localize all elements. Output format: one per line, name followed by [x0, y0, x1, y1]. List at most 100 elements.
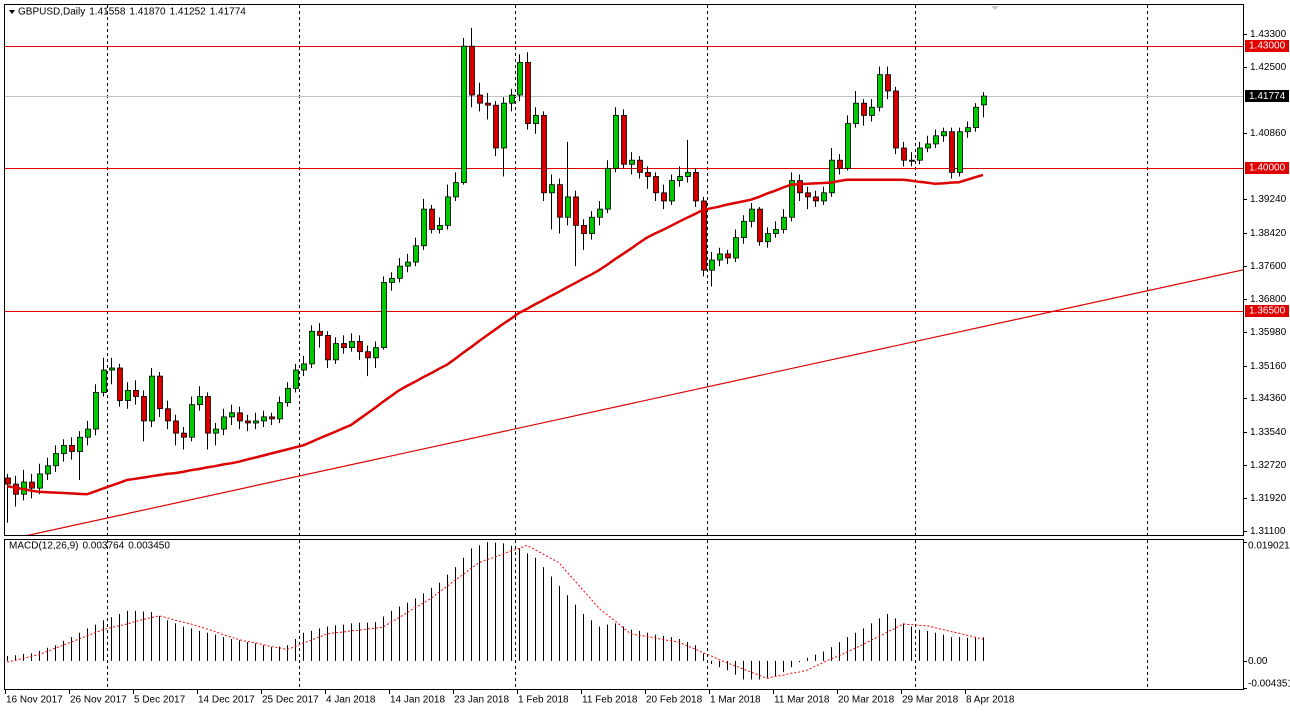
candle-body: [941, 131, 947, 137]
candle-body: [749, 208, 755, 222]
candle-body: [285, 387, 291, 404]
candle-body: [981, 95, 987, 106]
candle-body: [221, 416, 227, 430]
candle-body: [677, 176, 683, 181]
candle-body: [213, 428, 219, 434]
candle-body: [141, 396, 147, 422]
y-tick-label: 1.39240: [1250, 194, 1287, 205]
y-tick-label: 1.35980: [1250, 327, 1287, 338]
x-tick-label: 5 Dec 2017: [134, 695, 186, 706]
candle-body: [245, 420, 251, 424]
macd-y-tick-label: -0.004351: [1248, 679, 1290, 690]
macd-header: 0.003450: [128, 541, 170, 552]
candle-body: [429, 208, 435, 230]
x-tick-label: 20 Feb 2018: [646, 695, 703, 706]
level-label: 1.36500: [1249, 306, 1286, 317]
candle-body: [757, 208, 763, 243]
x-tick-label: 1 Mar 2018: [710, 695, 761, 706]
y-tick-label: 1.33540: [1250, 427, 1287, 438]
candle-body: [165, 408, 171, 422]
candle-body: [549, 184, 555, 194]
candle-body: [557, 184, 563, 218]
candle-body: [381, 282, 387, 349]
candle-body: [957, 131, 963, 173]
candle-body: [125, 389, 131, 401]
candle-body: [157, 375, 163, 410]
candle-body: [901, 147, 907, 161]
candle-body: [581, 224, 587, 234]
main-panel-frame: [4, 4, 1244, 536]
x-tick-label: 11 Mar 2018: [774, 695, 830, 706]
candle-body: [909, 159, 915, 162]
shift-marker[interactable]: [991, 6, 999, 10]
candle-body: [877, 74, 883, 108]
price-label: 1.41774: [1249, 91, 1286, 102]
candle-body: [357, 341, 363, 353]
candle-body: [149, 375, 155, 422]
candle-body: [813, 196, 819, 202]
candle-body: [933, 135, 939, 145]
price-label-box: [1245, 90, 1289, 102]
candle-body: [893, 90, 899, 149]
x-tick-label: 25 Dec 2017: [262, 695, 319, 706]
candle-body: [173, 420, 179, 434]
candle-body: [661, 192, 667, 202]
candle-body: [69, 444, 75, 452]
x-tick-label: 16 Nov 2017: [6, 695, 63, 706]
candle-body: [885, 74, 891, 92]
moving-average: [6, 173, 984, 496]
candle-body: [373, 347, 379, 359]
chart-header: 1.41774: [210, 7, 247, 18]
macd-y-tick-label: 0.019021: [1248, 541, 1290, 552]
candle-body: [261, 416, 267, 422]
macd-y-tick-label: 0.00: [1248, 656, 1268, 667]
candle-body: [605, 167, 611, 210]
y-tick-label: 1.34360: [1250, 393, 1287, 404]
candle-body: [973, 106, 979, 129]
candle-body: [309, 330, 315, 365]
candle-body: [805, 192, 811, 198]
candle-body: [717, 253, 723, 261]
candle-body: [301, 363, 307, 371]
candle-body: [229, 412, 235, 418]
x-tick-label: 26 Nov 2017: [70, 695, 127, 706]
symbol-menu-arrow[interactable]: [9, 10, 15, 14]
candle-body: [829, 159, 835, 194]
candle-body: [109, 367, 115, 371]
candle-body: [253, 420, 259, 424]
x-tick-label: 1 Feb 2018: [518, 695, 569, 706]
candle-body: [629, 159, 635, 165]
y-tick-label: 1.31920: [1250, 493, 1287, 504]
candle-body: [205, 396, 211, 434]
y-tick-label: 1.36800: [1250, 294, 1287, 305]
candle-body: [397, 265, 403, 279]
chart-header: GBPUSD,Daily: [18, 7, 85, 18]
candle-body: [821, 192, 827, 202]
chart-header: 1.41558: [89, 7, 126, 18]
candle-body: [237, 412, 243, 422]
candle-body: [773, 229, 779, 234]
candle-body: [413, 245, 419, 263]
chart-header: 1.41870: [129, 7, 166, 18]
y-tick-label: 1.40860: [1250, 128, 1287, 139]
level-label: 1.40000: [1249, 163, 1286, 174]
candle-body: [365, 351, 371, 359]
candle-body: [525, 62, 531, 124]
candle-body: [477, 94, 483, 104]
x-tick-label: 8 Apr 2018: [966, 695, 1015, 706]
x-tick-label: 14 Jan 2018: [390, 695, 445, 706]
candle-body: [85, 428, 91, 438]
y-tick-label: 1.43300: [1250, 29, 1287, 40]
candle-body: [445, 196, 451, 226]
candle-body: [29, 481, 35, 489]
candle-body: [861, 102, 867, 116]
candle-body: [421, 208, 427, 247]
x-tick-label: 14 Dec 2017: [198, 695, 255, 706]
candle-body: [845, 123, 851, 169]
candle-body: [597, 208, 603, 218]
candle-body: [789, 180, 795, 218]
candle-body: [461, 45, 467, 184]
candle-body: [621, 114, 627, 165]
